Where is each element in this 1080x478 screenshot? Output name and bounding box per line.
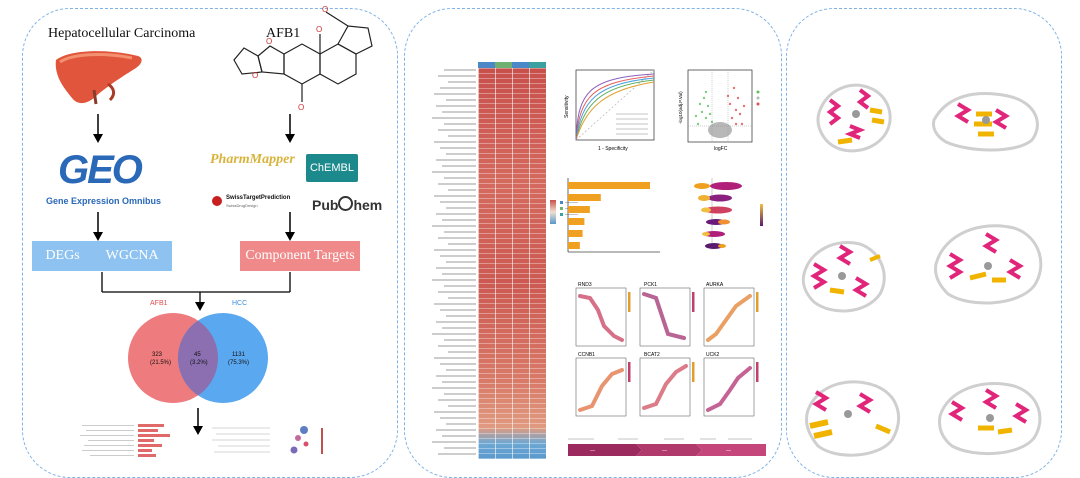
- component-targets-label: Component Targets: [245, 248, 355, 263]
- svg-text:—: —: [726, 448, 731, 454]
- venn-left-label: AFB1: [150, 300, 168, 307]
- venn-left-pct: (21.5%): [150, 360, 172, 366]
- go-enrichment-chart: [80, 424, 170, 457]
- venn-right-label: HCC: [232, 300, 248, 307]
- protein-structure-1: [816, 83, 892, 153]
- heatmap-top-labels: [478, 62, 546, 68]
- merge-connector: [101, 272, 291, 311]
- svg-text:O: O: [322, 6, 328, 14]
- pubchem-text-a: Pub: [312, 197, 339, 213]
- shap-label-ccnb1: CCNB1: [578, 352, 595, 358]
- swisstarget-sub: SwissDrugDesign: [226, 203, 258, 208]
- swisstarget-logo: SwissTargetPrediction: [226, 195, 291, 201]
- chembl-label: ChEMBL: [309, 162, 355, 174]
- hcc-title: Hepatocellular Carcinoma: [48, 26, 196, 41]
- svg-text:O: O: [266, 37, 272, 46]
- afb1-title: AFB1: [266, 26, 301, 41]
- importance-bar: [568, 230, 583, 237]
- roc-ylabel: Sensitivity: [564, 95, 570, 118]
- down-arrow-icon: [285, 212, 295, 241]
- importance-bar: [568, 242, 580, 249]
- swisstarget-icon: [212, 196, 222, 206]
- shap-label-pck1: PCK1: [644, 282, 657, 288]
- chembl-logo: ChEMBL: [306, 154, 358, 182]
- shap-force-bar: — — —: [568, 438, 766, 456]
- venn-mid-count: 45: [194, 352, 201, 358]
- shap-label-aurka: AURKA: [706, 282, 724, 288]
- svg-text:O: O: [298, 103, 304, 112]
- pharmmapper-logo: PharmMapper: [210, 152, 295, 167]
- afb1-structure-icon: O O O O O: [233, 6, 373, 112]
- protein-structure-3: [801, 241, 886, 313]
- venn-diagram: [128, 313, 268, 403]
- shap-importance-bar-chart: [567, 178, 660, 253]
- geo-logo: GEO: [58, 148, 143, 192]
- heatmap-row-labels: [432, 69, 476, 455]
- venn-mid-pct: (3.2%): [190, 360, 208, 366]
- pubchem-c-icon: [338, 196, 354, 211]
- protein-structure-4: [934, 224, 1043, 305]
- heatmap-grid: [478, 68, 546, 459]
- protein-structure-2: [932, 92, 1039, 152]
- venn-right-pct: (75.3%): [228, 360, 250, 366]
- degs-label: DEGs: [45, 248, 80, 263]
- volcano-plot: logFC -log10(adj.P.Val): [678, 69, 760, 152]
- pubchem-text-b: hem: [353, 197, 383, 213]
- wgcna-label: WGCNA: [105, 248, 159, 263]
- shap-label-bcat2: BCAT2: [644, 352, 660, 358]
- pubchem-logo: Pub hem: [312, 196, 382, 213]
- svg-text:—: —: [662, 448, 667, 454]
- heatmap-legend: [550, 200, 556, 224]
- down-arrow-icon: [93, 114, 103, 143]
- geo-caption: Gene Expression Omnibus: [46, 196, 162, 206]
- component-targets-box: Component Targets: [240, 241, 360, 271]
- importance-bar: [568, 218, 585, 225]
- down-arrow-icon: [193, 408, 203, 435]
- svg-text:—: —: [590, 448, 595, 454]
- svg-text:O: O: [316, 25, 322, 34]
- svg-text:O: O: [252, 71, 258, 80]
- shap-dependence-grid: RND3 PCK1 AURKA CCNB1 BCAT2 UCK2: [575, 282, 759, 417]
- shap-beeswarm-plot: [694, 178, 763, 250]
- down-arrow-icon: [93, 212, 103, 241]
- shap-label-rnd3: RND3: [578, 282, 592, 288]
- venn-left-count: 323: [152, 352, 163, 358]
- importance-bar: [568, 206, 590, 213]
- volcano-xlabel: logFC: [714, 146, 728, 152]
- shap-label-uck2: UCK2: [706, 352, 720, 358]
- degs-wgcna-box: DEGs WGCNA: [32, 241, 172, 271]
- liver-icon: [55, 51, 142, 105]
- venn-right-count: 1131: [232, 352, 245, 358]
- roc-curve-chart: 1 - Specificity Sensitivity: [564, 69, 655, 152]
- importance-bar: [568, 194, 601, 201]
- venn-overlap: [178, 313, 218, 403]
- volcano-ylabel: -log10(adj.P.Val): [678, 91, 683, 124]
- kegg-bubble-chart: [212, 426, 323, 454]
- protein-structure-6: [938, 382, 1042, 456]
- importance-bar: [568, 182, 650, 189]
- down-arrow-icon: [285, 114, 295, 143]
- roc-xlabel: 1 - Specificity: [598, 146, 628, 152]
- protein-structure-5: [804, 380, 901, 457]
